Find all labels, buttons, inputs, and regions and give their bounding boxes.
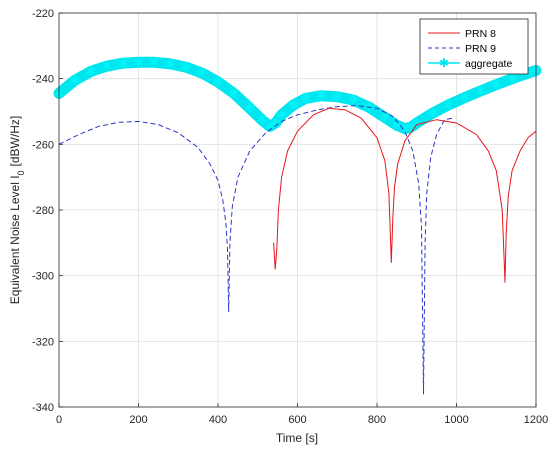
series-marker-aggregate: ✱ bbox=[348, 93, 358, 107]
series-marker-aggregate: ✱ bbox=[332, 90, 342, 104]
series-marker-aggregate: ✱ bbox=[288, 98, 298, 112]
series-marker-aggregate: ✱ bbox=[380, 110, 390, 124]
y-axis-label-unit: [dBW/Hz] bbox=[8, 116, 22, 167]
x-tick-label: 0 bbox=[56, 414, 62, 426]
y-tick-label: -300 bbox=[32, 271, 54, 283]
y-axis-label: Equivalent Noise Level I0 [dBW/Hz] bbox=[8, 116, 26, 304]
legend-box bbox=[419, 18, 529, 75]
x-tick-label: 600 bbox=[288, 414, 306, 426]
series-marker-aggregate: ✱ bbox=[271, 116, 281, 130]
y-tick-label: -280 bbox=[32, 205, 54, 217]
x-tick-label: 200 bbox=[129, 414, 147, 426]
series-line-prn-9 bbox=[58, 105, 453, 395]
series-marker-aggregate: ✱ bbox=[229, 86, 239, 100]
grid bbox=[59, 13, 536, 407]
x-tick-label: 1200 bbox=[524, 414, 548, 426]
y-tick-label: -320 bbox=[32, 336, 54, 348]
legend-marker-aggregate: ✱ bbox=[439, 56, 449, 70]
series-marker-aggregate: ✱ bbox=[412, 116, 422, 130]
series-marker-aggregate: ✱ bbox=[102, 59, 112, 73]
x-axis-label: Time [s] bbox=[276, 431, 318, 445]
series-marker-aggregate: ✱ bbox=[265, 119, 275, 133]
y-axis-label-subscript: 0 bbox=[16, 170, 26, 175]
series-marker-aggregate: ✱ bbox=[507, 72, 517, 86]
series-marker-aggregate: ✱ bbox=[245, 101, 255, 115]
y-tick-label: -240 bbox=[32, 74, 54, 86]
y-tick-label: -340 bbox=[32, 402, 54, 414]
series-marker-aggregate: ✱ bbox=[444, 98, 454, 112]
y-axis-label-main: Equivalent Noise Level I bbox=[8, 175, 22, 304]
series-marker-aggregate: ✱ bbox=[181, 60, 191, 74]
series-marker-aggregate: ✱ bbox=[165, 57, 175, 71]
series-layer: ✱✱✱✱✱✱✱✱✱✱✱✱✱✱✱✱✱✱✱✱✱✱✱✱✱✱✱✱✱✱✱✱✱✱✱✱ bbox=[53, 55, 542, 395]
legend-label-prn8: PRN 8 bbox=[465, 28, 496, 40]
series-marker-aggregate: ✱ bbox=[316, 89, 326, 103]
series-marker-aggregate: ✱ bbox=[197, 66, 207, 80]
series-marker-aggregate: ✱ bbox=[406, 120, 416, 134]
series-marker-aggregate: ✱ bbox=[392, 118, 402, 132]
y-tick-label: -260 bbox=[32, 139, 54, 151]
x-tick-label: 400 bbox=[209, 414, 227, 426]
series-marker-aggregate: ✱ bbox=[213, 75, 223, 89]
legend-label-prn9: PRN 9 bbox=[465, 43, 496, 55]
series-marker-aggregate: ✱ bbox=[133, 55, 143, 69]
series-marker-aggregate: ✱ bbox=[70, 73, 80, 87]
legend-label-aggregate: aggregate bbox=[465, 58, 512, 70]
series-marker-aggregate: ✱ bbox=[400, 122, 410, 136]
series-marker-aggregate: ✱ bbox=[459, 91, 469, 105]
series-marker-aggregate: ✱ bbox=[491, 78, 501, 92]
series-marker-aggregate: ✱ bbox=[428, 106, 438, 120]
legend: PRN 8 PRN 9 ✱ aggregate bbox=[419, 18, 529, 75]
x-tick-label: 800 bbox=[368, 414, 386, 426]
series-line-aggregate bbox=[53, 56, 542, 135]
series-marker-aggregate: ✱ bbox=[300, 91, 310, 105]
series-marker-aggregate: ✱ bbox=[149, 55, 159, 69]
x-tick-label: 1000 bbox=[444, 414, 468, 426]
series-marker-aggregate: ✱ bbox=[86, 64, 96, 78]
series-marker-aggregate: ✱ bbox=[475, 84, 485, 98]
series-marker-aggregate: ✱ bbox=[118, 56, 128, 70]
series-marker-aggregate: ✱ bbox=[257, 113, 267, 127]
series-line-prn-8 bbox=[273, 107, 537, 283]
ticks: 0 200 400 600 800 1000 1200 -340 -320 -300 -280 -26… bbox=[32, 8, 548, 426]
series-marker-aggregate: ✱ bbox=[277, 108, 287, 122]
y-tick-label: -220 bbox=[32, 8, 54, 20]
